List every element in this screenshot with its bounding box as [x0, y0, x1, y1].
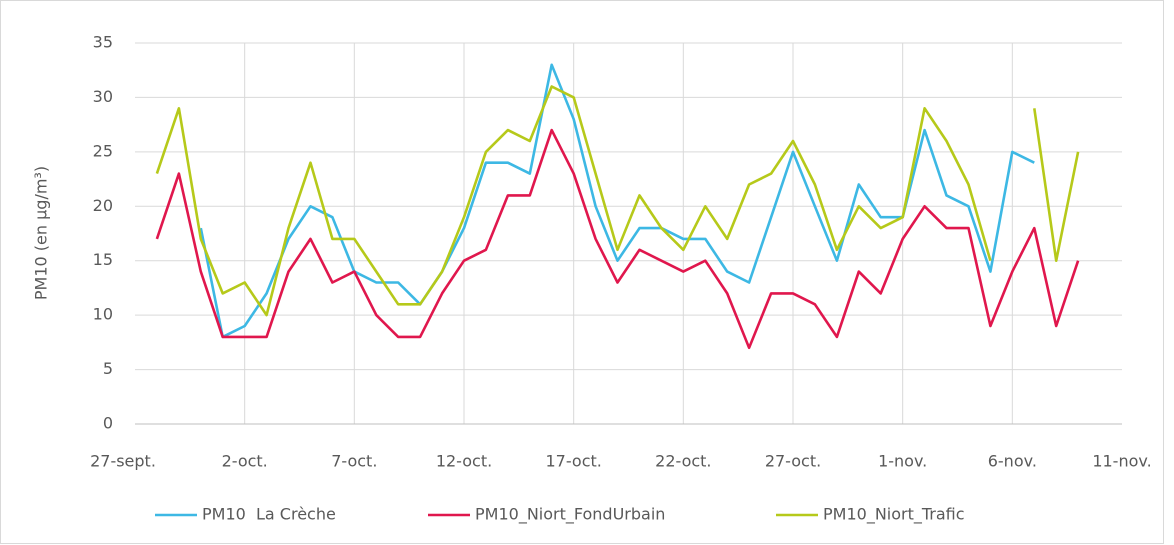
y-axis-label: PM10 (en µg/m³)	[32, 166, 51, 300]
y-tick-label: 0	[103, 414, 113, 433]
x-tick-label: 27-sept.	[90, 452, 156, 471]
y-tick-label: 15	[93, 250, 113, 269]
x-tick-label: 22-oct.	[655, 452, 711, 471]
y-tick-label: 35	[93, 33, 113, 52]
legend-label: PM10_Niort_FondUrbain	[475, 505, 665, 525]
y-tick-label: 5	[103, 359, 113, 378]
series-line	[155, 85, 1080, 317]
series-line	[155, 128, 1080, 350]
y-tick-label: 20	[93, 196, 113, 215]
x-tick-label: 27-oct.	[765, 452, 821, 471]
x-tick-label: 1-nov.	[878, 452, 927, 471]
x-tick-label: 2-oct.	[222, 452, 268, 471]
x-tick-label: 11-nov.	[1092, 452, 1151, 471]
legend-label: PM10_Niort_Trafic	[823, 505, 965, 525]
legend-label: PM10 La Crèche	[202, 505, 336, 524]
x-tick-label: 17-oct.	[545, 452, 601, 471]
x-tick-label: 7-oct.	[331, 452, 377, 471]
x-tick-label: 12-oct.	[436, 452, 492, 471]
y-tick-label: 30	[93, 87, 113, 106]
y-tick-label: 10	[93, 305, 113, 324]
y-tick-label: 25	[93, 141, 113, 160]
series-line	[199, 63, 1035, 339]
x-tick-label: 6-nov.	[988, 452, 1037, 471]
